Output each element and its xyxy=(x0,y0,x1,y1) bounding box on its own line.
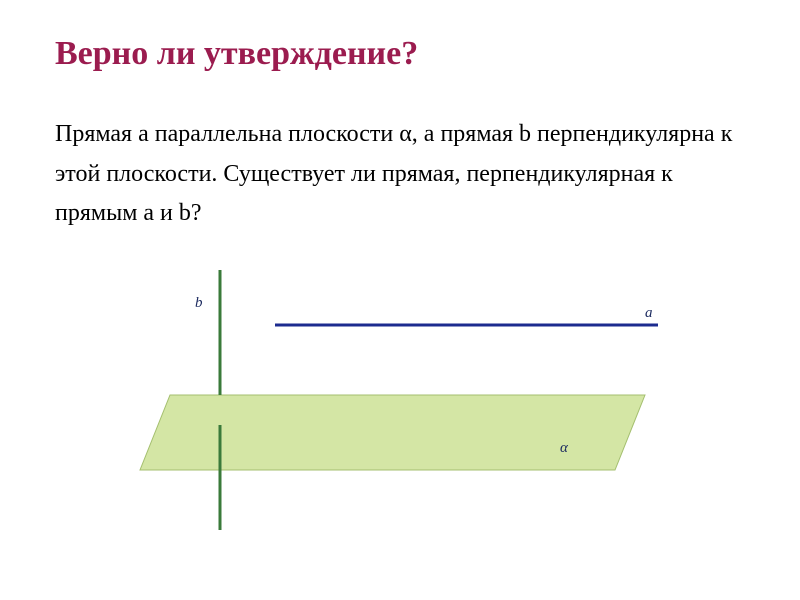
slide-title: Верно ли утверждение? xyxy=(55,35,418,73)
label-alpha: α xyxy=(560,440,568,457)
diagram-svg xyxy=(140,270,690,550)
label-b: b xyxy=(195,295,203,312)
geometry-diagram: b a α xyxy=(140,270,690,550)
label-a: a xyxy=(645,305,653,322)
plane-alpha xyxy=(140,395,645,470)
question-text: Прямая а параллельна плоскости α, а прям… xyxy=(55,115,750,234)
